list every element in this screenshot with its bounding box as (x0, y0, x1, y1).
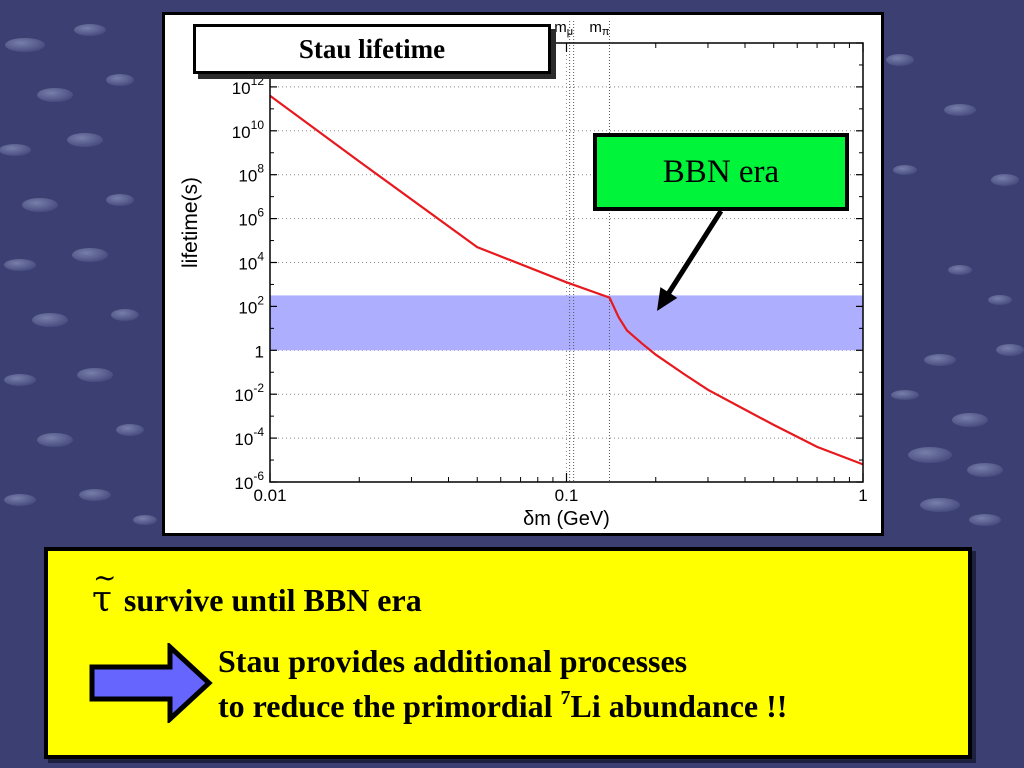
survive-text: survive until BBN era (123, 582, 422, 618)
x-tick-label: 0.1 (555, 486, 579, 505)
x-tick-label: 0.01 (253, 486, 286, 505)
stau-symbol: τ ~ (92, 561, 117, 620)
x-axis-label: δm (GeV) (523, 508, 610, 530)
callout-arrow-head (657, 287, 678, 311)
y-tick-label: 1010 (232, 118, 265, 142)
callout-arrow-shaft (660, 209, 724, 304)
bbn-band (270, 295, 863, 351)
right-arrow-icon (89, 643, 213, 723)
bbn-era-callout: BBN era (593, 133, 849, 211)
y-tick-label: 1012 (232, 74, 265, 98)
y-axis-label: lifetime(s) (179, 177, 202, 268)
mass-label-1: mπ (589, 19, 610, 38)
x-tick-label: 1 (858, 486, 867, 505)
isotope-superscript: 7 (560, 687, 571, 709)
y-tick-label: 104 (238, 250, 264, 274)
info-panel: τ ~ survive until BBN era Stau provides ad… (44, 547, 972, 759)
y-tick-label: 108 (238, 162, 264, 186)
info-line-survive: τ ~ survive until BBN era (92, 561, 422, 620)
y-tick-label: 10-6 (234, 469, 264, 493)
lifetime-curve (269, 94, 864, 466)
tilde-mark: ~ (93, 561, 117, 594)
info-line-processes: Stau provides additional processes (218, 643, 688, 679)
chart-panel: mμmπ10-610-410-2110210410610810101012100… (162, 12, 884, 536)
y-tick-label: 106 (238, 206, 264, 230)
info-line-abundance: to reduce the primordial 7Li abundance !… (218, 687, 788, 724)
y-tick-label: 10-2 (234, 381, 264, 405)
lifetime-chart: mμmπ10-610-410-2110210410610810101012100… (179, 19, 868, 530)
y-tick-label: 102 (238, 293, 264, 317)
y-tick-label: 10-4 (234, 425, 264, 449)
y-tick-label: 1 (255, 342, 264, 361)
chart-title: Stau lifetime (193, 24, 551, 74)
mass-label-0: mμ (554, 19, 573, 38)
